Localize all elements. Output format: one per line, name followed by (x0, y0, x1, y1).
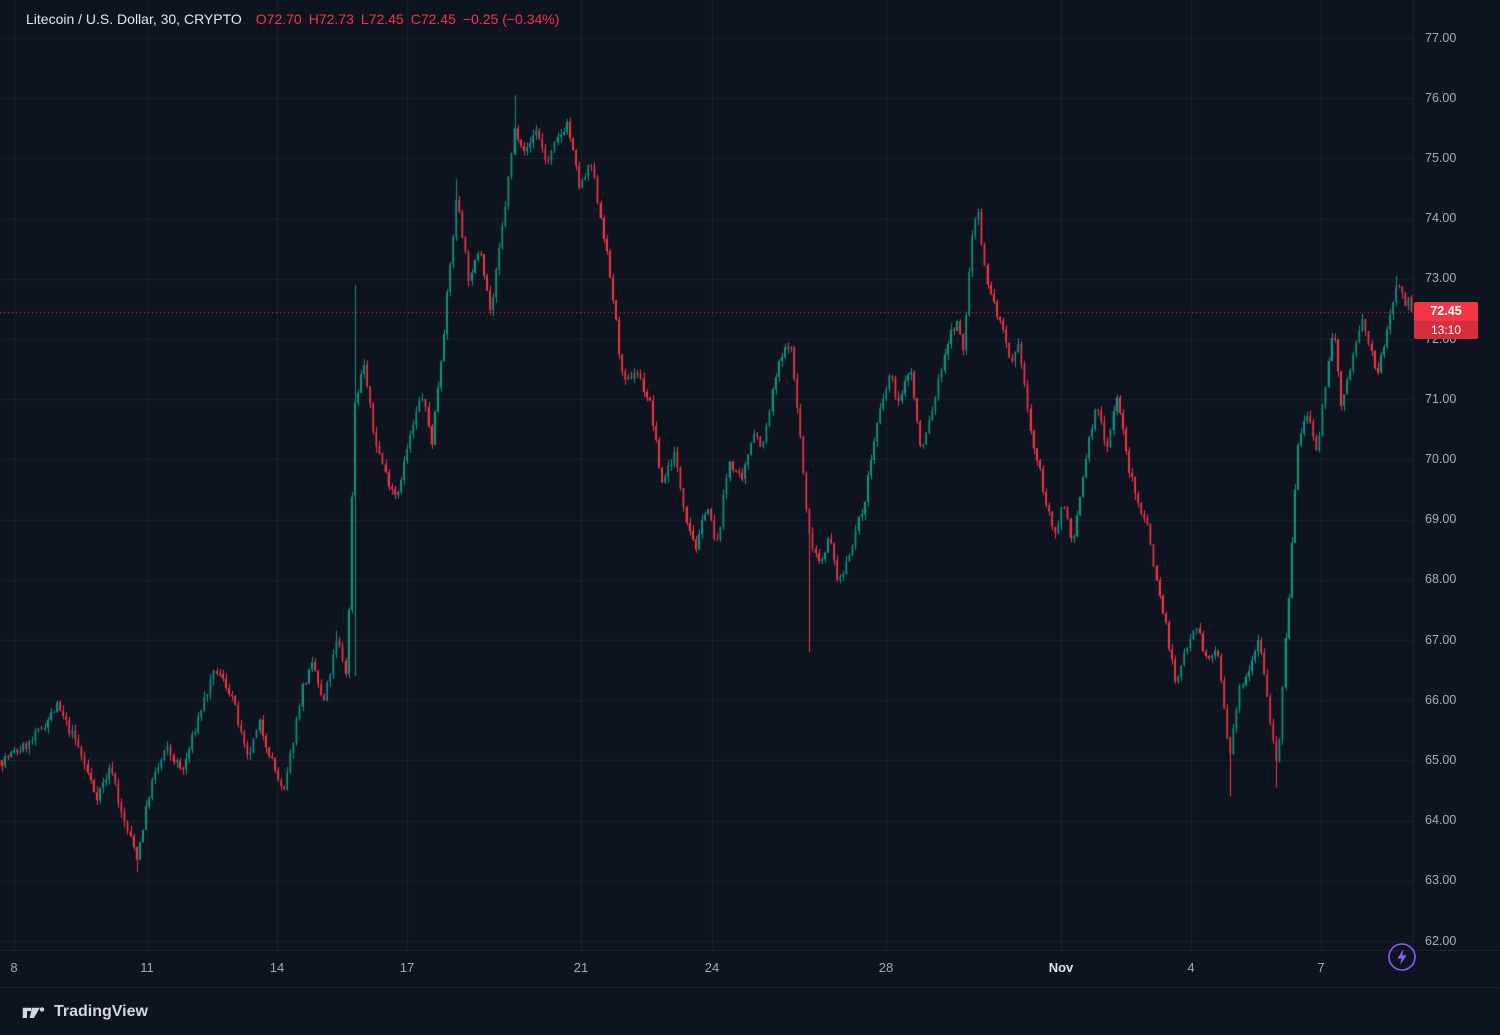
time-tick-label: 4 (1187, 960, 1195, 975)
bar-countdown: 13:10 (1414, 320, 1478, 339)
symbol-legend: Litecoin / U.S. Dollar, 30, CRYPTO O72.7… (26, 11, 559, 27)
price-tick-label: 65.00 (1425, 752, 1457, 767)
time-tick-label: 28 (878, 960, 894, 975)
time-tick-label: 21 (573, 960, 589, 975)
price-tick-label: 75.00 (1425, 150, 1457, 165)
time-tick-label: 24 (704, 960, 720, 975)
price-tick-label: 68.00 (1425, 572, 1457, 587)
price-tick-label: 77.00 (1425, 30, 1457, 45)
price-tick-label: 64.00 (1425, 813, 1457, 828)
time-tick-label: 17 (399, 960, 415, 975)
ohlc-high: H72.73 (308, 11, 354, 27)
ohlc-open: O72.70 (255, 11, 302, 27)
price-tick-label: 73.00 (1425, 271, 1457, 286)
time-axis[interactable]: 8 11 14 17 21 24 28 Nov 4 7 (0, 950, 1500, 988)
tradingview-logo-icon[interactable] (21, 1001, 45, 1023)
price-tick-label: 69.00 (1425, 512, 1457, 527)
time-tick-label: 14 (269, 960, 285, 975)
price-axis[interactable]: 77.0076.0075.0074.0073.0072.0071.0070.00… (1413, 0, 1500, 950)
lightning-circle-icon[interactable] (1386, 941, 1418, 973)
candlestick-chart-canvas[interactable] (0, 0, 1413, 950)
footer-bar: TradingView (0, 987, 1500, 1035)
price-tick-label: 63.00 (1425, 873, 1457, 888)
symbol-title: Litecoin / U.S. Dollar, 30, CRYPTO (26, 11, 242, 27)
last-price-tag: 72.45 13:10 (1414, 301, 1478, 339)
time-tick-label: 8 (10, 960, 18, 975)
price-tick-label: 74.00 (1425, 211, 1457, 226)
change-value: −0.25 (−0.34%) (462, 11, 560, 27)
price-tick-label: 71.00 (1425, 391, 1457, 406)
price-tick-label: 76.00 (1425, 90, 1457, 105)
ohlc-low: L72.45 (360, 11, 404, 27)
price-tick-label: 62.00 (1425, 933, 1457, 948)
price-tick-label: 66.00 (1425, 692, 1457, 707)
price-tick-label: 67.00 (1425, 632, 1457, 647)
time-tick-label: 11 (140, 960, 154, 975)
time-tick-label: 7 (1317, 960, 1325, 975)
ohlc-close: C72.45 (410, 11, 456, 27)
time-tick-label: Nov (1048, 960, 1074, 975)
price-tick-label: 70.00 (1425, 451, 1457, 466)
last-price-value: 72.45 (1414, 301, 1478, 321)
brand-name: TradingView (54, 1003, 148, 1020)
